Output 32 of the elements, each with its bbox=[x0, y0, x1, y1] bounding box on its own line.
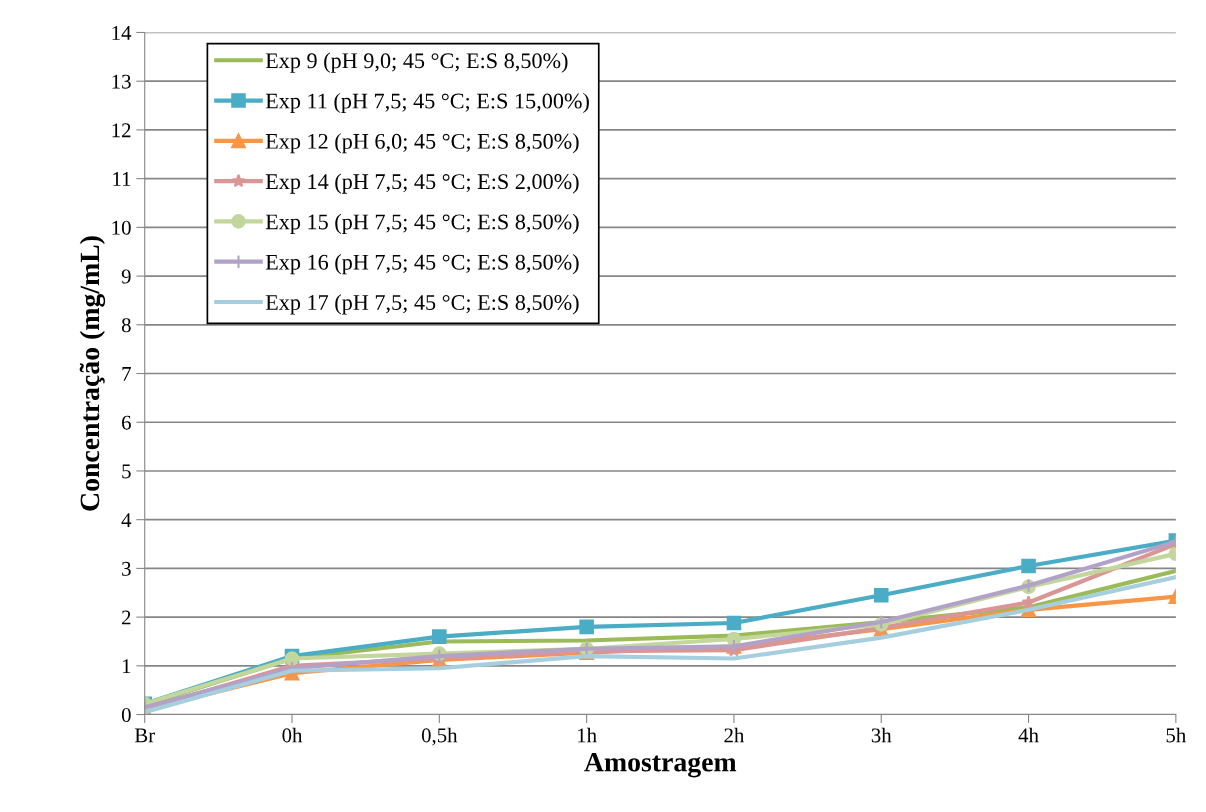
x-tick-label: 3h bbox=[871, 727, 892, 743]
y-tick-label: 1 bbox=[122, 659, 131, 674]
y-tick-label: 12 bbox=[112, 123, 131, 138]
y-tick-label: 7 bbox=[122, 367, 131, 381]
y-tick-label: 3 bbox=[122, 561, 131, 576]
y-tick-label: 11 bbox=[113, 172, 131, 186]
x-tick-label: 4h bbox=[1018, 727, 1039, 743]
legend-label: Exp 16 (pH 7,5; 45 °C; E:S 8,50%) bbox=[265, 254, 579, 275]
y-tick-label: 2 bbox=[122, 610, 131, 625]
y-tick-label: 8 bbox=[121, 318, 131, 333]
x-tick-label: 1h bbox=[578, 727, 597, 743]
x-axis-title: Amostragem bbox=[584, 752, 737, 778]
x-tick-label: Br bbox=[134, 728, 155, 743]
y-tick-label: 4 bbox=[121, 513, 132, 527]
x-tick-label: 2h bbox=[724, 727, 745, 743]
y-tick-label: 0 bbox=[121, 707, 131, 722]
x-tick-label: 0,5h bbox=[421, 727, 458, 746]
y-tick-label: 5 bbox=[122, 464, 131, 479]
y-tick-label: 13 bbox=[112, 74, 131, 89]
y-tick-label: 6 bbox=[122, 415, 131, 430]
legend-label: Exp 11 (pH 7,5; 45 °C; E:S 15,00%) bbox=[265, 92, 589, 114]
y-axis-title: Concentração (mg/mL) bbox=[79, 236, 106, 511]
x-tick-label: 5h bbox=[1166, 727, 1186, 743]
legend-label: Exp 15 (pH 7,5; 45 °C; E:S 8,50%) bbox=[265, 213, 579, 234]
legend-label: Exp 14 (pH 7,5; 45 °C; E:S 2,00%) bbox=[265, 173, 579, 194]
y-tick-label: 10 bbox=[112, 220, 131, 235]
x-tick-label: 0h bbox=[282, 727, 303, 743]
y-tick-label: 9 bbox=[121, 269, 131, 284]
legend-label: Exp 17 (pH 7,5; 45 °C; E:S 8,50%) bbox=[265, 294, 579, 315]
y-tick-label: 14 bbox=[112, 25, 132, 40]
legend-label: Exp 9 (pH 9,0; 45 °C; E:S 8,50%) bbox=[265, 52, 568, 73]
legend-label: Exp 12 (pH 6,0; 45 °C; E:S 8,50%) bbox=[265, 133, 579, 154]
